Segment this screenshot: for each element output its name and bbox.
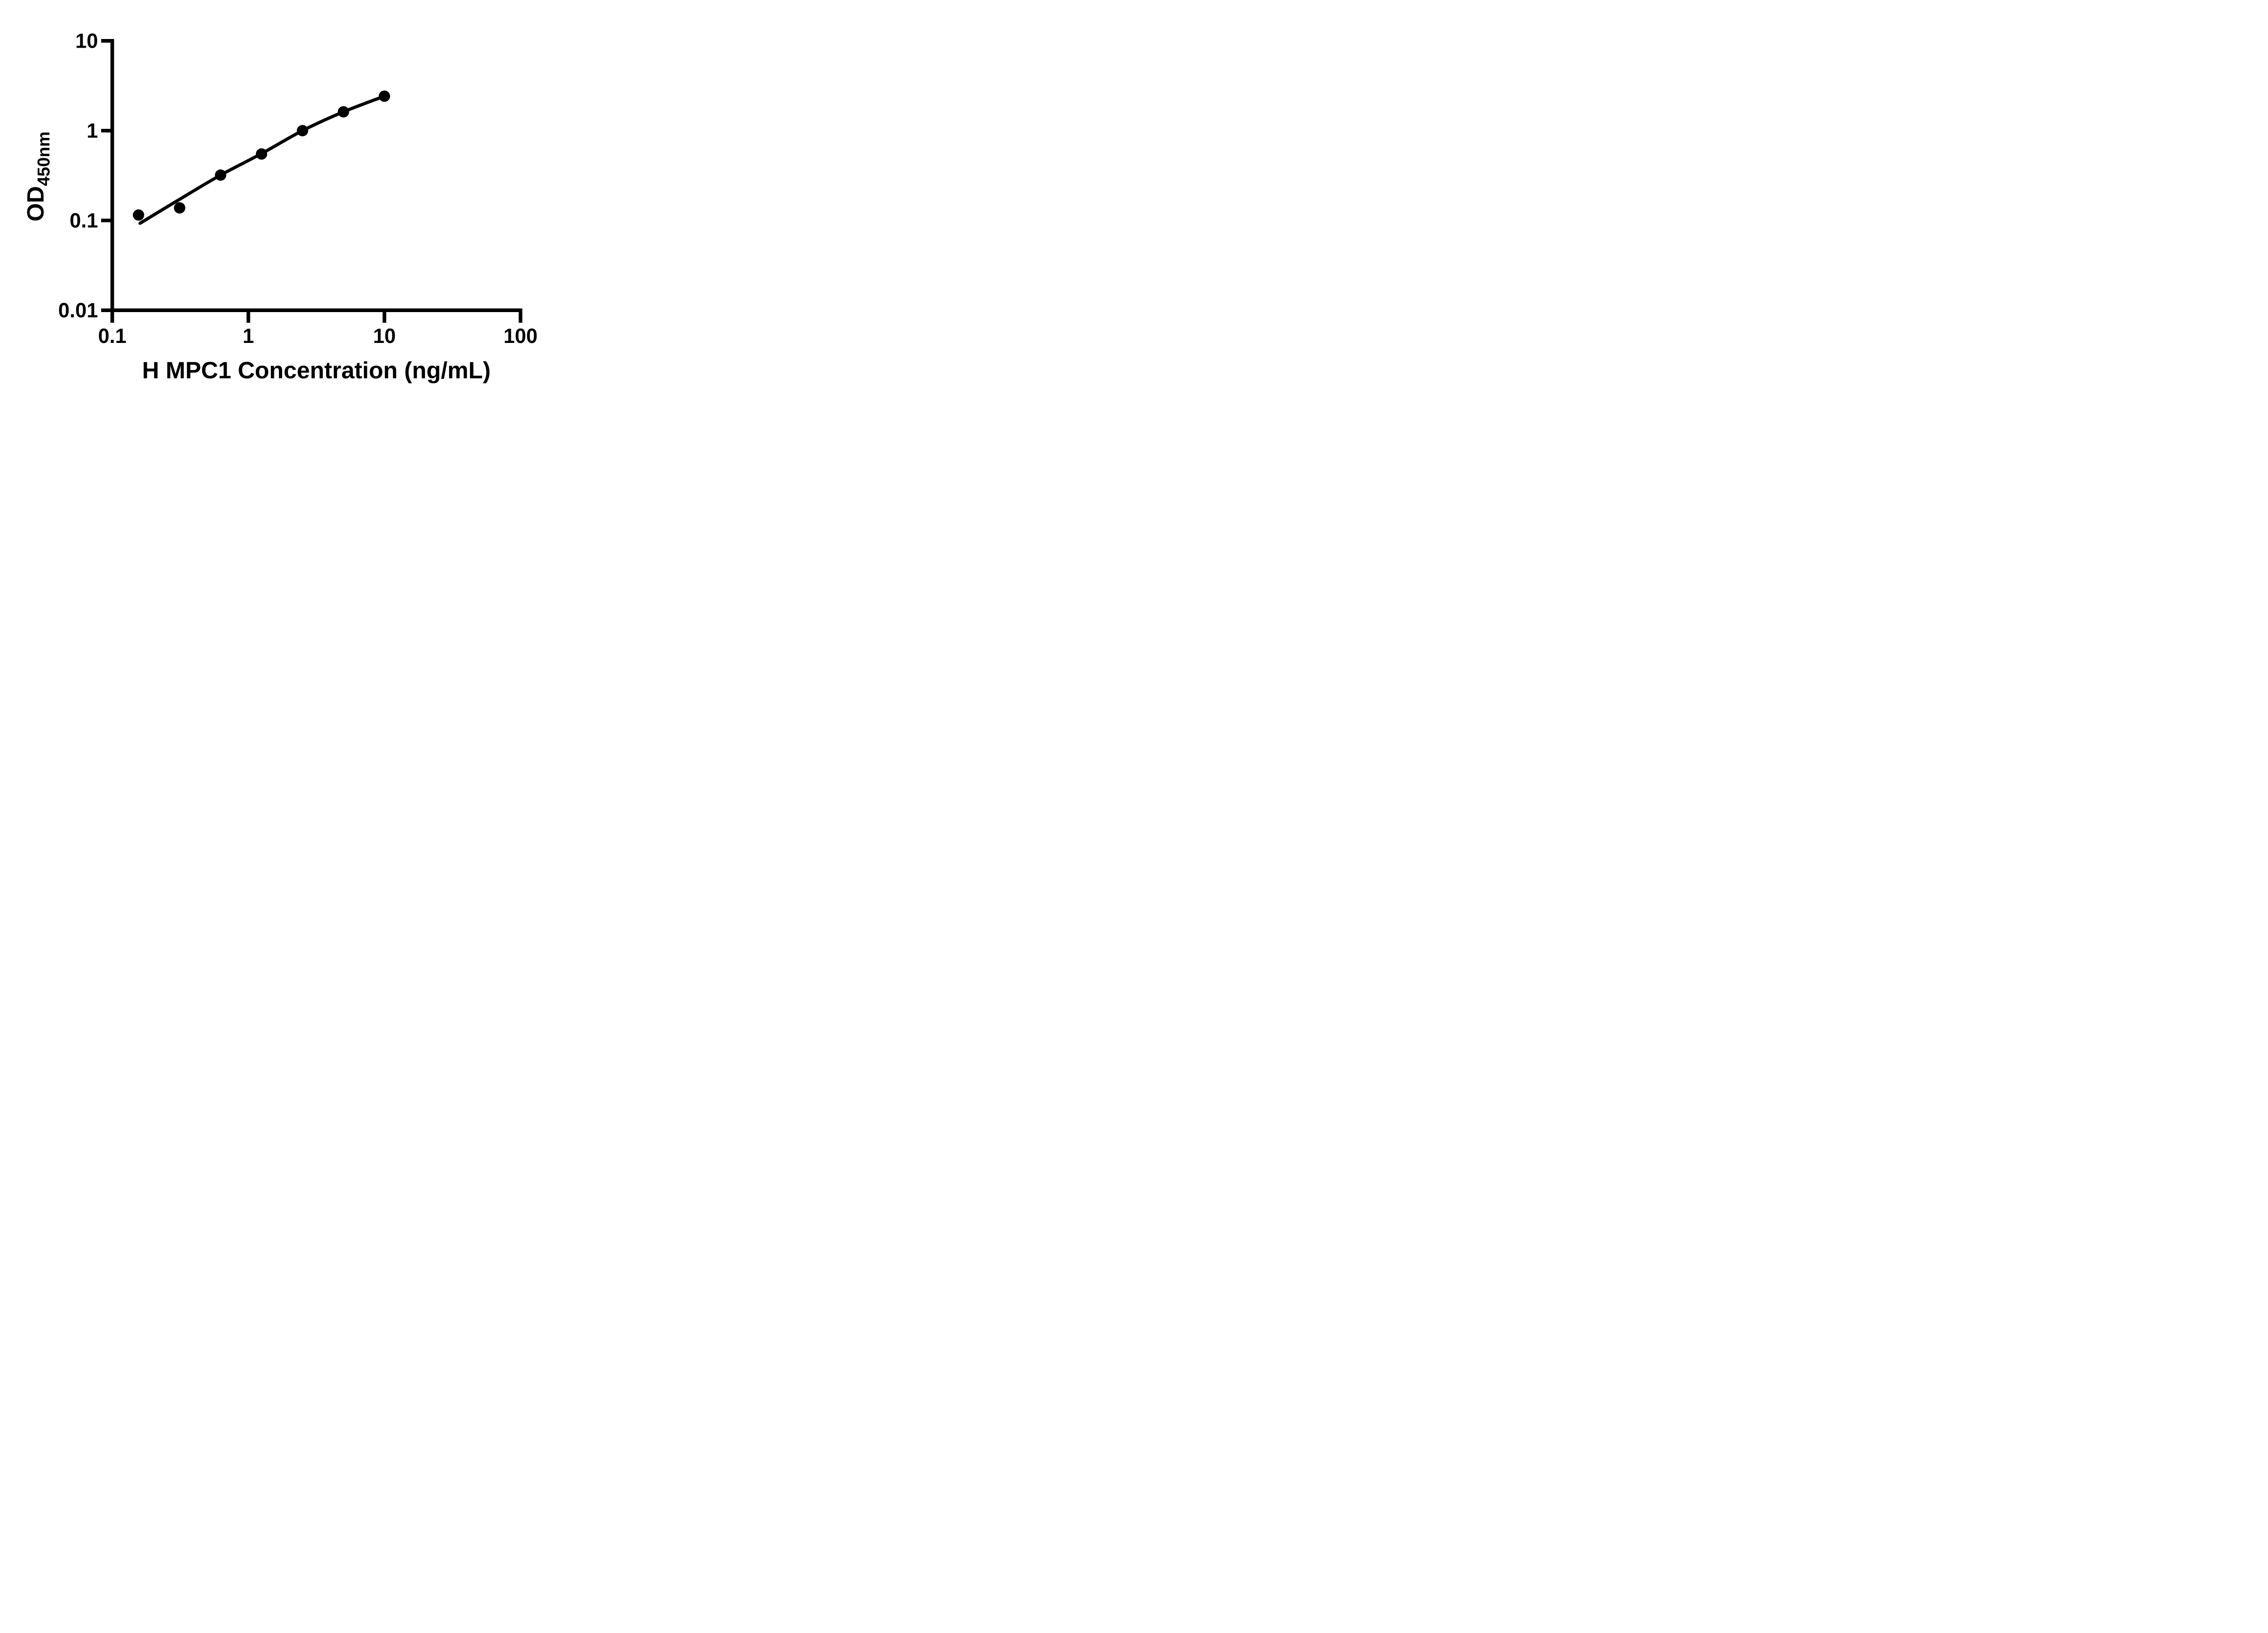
data-point [337, 106, 349, 117]
data-point [215, 169, 226, 181]
y-tick-label: 10 [75, 29, 98, 53]
x-axis-title: H MPC1 Concentration (ng/mL) [142, 357, 490, 384]
y-tick-labels-group: 10 1 0.1 0.01 [58, 29, 98, 322]
data-point [174, 202, 186, 214]
data-point [379, 90, 390, 102]
data-point [132, 209, 144, 221]
data-point [256, 148, 268, 160]
y-tick-label: 0.01 [58, 299, 98, 322]
x-tick-label: 100 [503, 324, 538, 347]
y-tick-label: 0.1 [69, 209, 98, 232]
data-point [297, 125, 308, 137]
x-tick-label: 10 [373, 324, 396, 347]
y-axis-title-sub: 450nm [34, 132, 54, 186]
y-axis-title: OD450nm [23, 132, 54, 221]
axis-frame [110, 39, 523, 312]
elisa-standard-curve-figure: 10 1 0.1 0.01 0.1 1 10 100 H MPC1 Concentratio… [0, 0, 583, 408]
x-tick-label: 0.1 [98, 324, 127, 347]
x-tick-labels-group: 0.1 1 10 100 [98, 324, 538, 347]
data-points-group [132, 90, 390, 221]
x-tick-label: 1 [243, 324, 254, 347]
axes-group [101, 39, 523, 323]
y-tick-label: 1 [87, 119, 98, 142]
y-axis-title-main: OD [23, 186, 49, 221]
